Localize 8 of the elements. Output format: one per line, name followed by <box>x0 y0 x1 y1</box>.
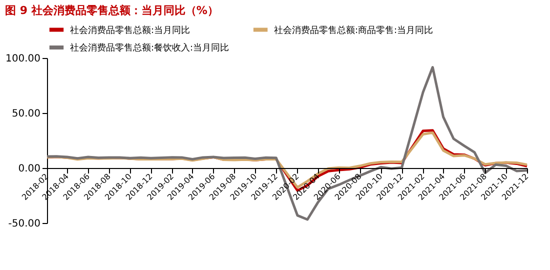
legend-label: 社会消费品零售总额:当月同比 <box>70 24 190 36</box>
y-tick-label: 50.00 <box>12 108 40 120</box>
y-tick-label: -50.00 <box>8 218 40 230</box>
chart-title: 图 9 社会消费品零售总额：当月同比（%） <box>5 4 218 17</box>
y-tick-label: 0.00 <box>18 164 40 174</box>
y-tick-label: 100.00 <box>6 54 40 64</box>
legend-label: 社会消费品零售总额:商品零售:当月同比 <box>274 24 434 36</box>
legend-label: 社会消费品零售总额:餐饮收入:当月同比 <box>70 42 230 54</box>
